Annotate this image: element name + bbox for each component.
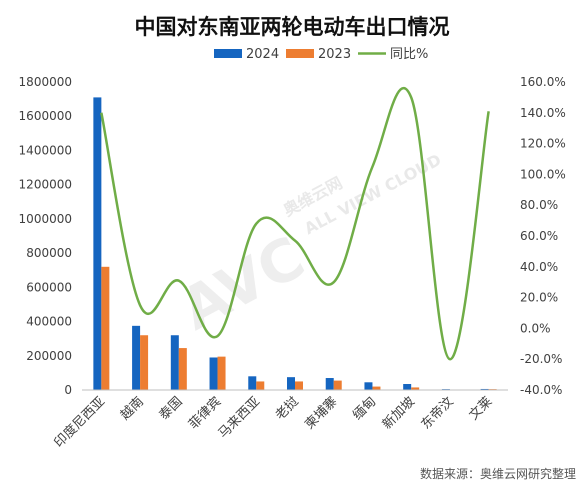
category-label: 新加坡 bbox=[379, 394, 418, 433]
right-tick-label: 140.0% bbox=[520, 106, 566, 120]
bar-2024 bbox=[287, 377, 295, 390]
legend: 2024 2023 同比% bbox=[214, 47, 428, 62]
left-tick-label: 800000 bbox=[26, 246, 72, 260]
category-label: 泰国 bbox=[157, 394, 186, 423]
left-tick-label: 400000 bbox=[26, 315, 72, 329]
left-tick-label: 1000000 bbox=[19, 212, 72, 226]
right-tick-label: -40.0% bbox=[520, 383, 562, 397]
right-tick-label: 100.0% bbox=[520, 167, 566, 181]
right-tick-label: 120.0% bbox=[520, 137, 566, 151]
bar-2024 bbox=[132, 326, 140, 390]
category-label: 印度尼西亚 bbox=[51, 394, 108, 451]
bar-2023 bbox=[179, 348, 187, 390]
legend-label: 2024 bbox=[246, 47, 279, 62]
legend-swatch-2024 bbox=[214, 49, 242, 58]
left-tick-label: 1200000 bbox=[19, 178, 72, 192]
right-tick-label: 0.0% bbox=[520, 321, 551, 335]
category-label: 老挝 bbox=[273, 394, 302, 423]
right-tick-label: 60.0% bbox=[520, 229, 558, 243]
bar-2024 bbox=[326, 378, 334, 390]
left-tick-label: 0 bbox=[64, 383, 72, 397]
bar-2023 bbox=[256, 381, 264, 390]
bar-2023 bbox=[218, 357, 226, 390]
left-tick-label: 200000 bbox=[26, 349, 72, 363]
category-labels: 印度尼西亚越南泰国菲律宾马来西亚老挝柬埔寨缅甸新加坡东帝汶文莱 bbox=[51, 394, 496, 451]
left-tick-label: 1600000 bbox=[19, 109, 72, 123]
left-tick-label: 600000 bbox=[26, 280, 72, 294]
legend-label: 2023 bbox=[318, 47, 351, 62]
yoy-line-layer bbox=[101, 88, 488, 359]
bar-2023 bbox=[295, 381, 303, 390]
bars bbox=[93, 97, 496, 390]
right-tick-label: 80.0% bbox=[520, 198, 558, 212]
watermark: AVC 奥维云网 ALL VIEW CLOUD bbox=[161, 127, 464, 343]
category-label: 东帝汶 bbox=[418, 394, 457, 433]
bar-2023 bbox=[334, 381, 342, 390]
category-label: 菲律宾 bbox=[185, 394, 224, 433]
category-label: 柬埔寨 bbox=[302, 394, 341, 433]
right-tick-label: 40.0% bbox=[520, 260, 558, 274]
bar-2024 bbox=[364, 382, 372, 390]
left-tick-label: 1800000 bbox=[19, 75, 72, 89]
right-tick-label: -20.0% bbox=[520, 352, 562, 366]
bar-2023 bbox=[101, 267, 109, 390]
bar-2023 bbox=[372, 387, 380, 390]
left-tick-label: 1400000 bbox=[19, 143, 72, 157]
legend-label: 同比% bbox=[390, 47, 428, 62]
right-axis: -40.0% -20.0% 0.0% 20.0% 40.0% 60.0% 80.0% 100.… bbox=[520, 75, 566, 397]
legend-swatch-2023 bbox=[286, 49, 314, 58]
bar-2024 bbox=[93, 97, 101, 390]
source-note: 数据来源：奥维云网研究整理 bbox=[420, 466, 576, 481]
bar-2024 bbox=[171, 335, 179, 390]
category-label: 马来西亚 bbox=[216, 394, 263, 441]
bar-2024 bbox=[210, 357, 218, 390]
bar-2023 bbox=[140, 335, 148, 390]
bar-2024 bbox=[403, 384, 411, 390]
category-label: 越南 bbox=[117, 394, 147, 424]
chart-title: 中国对东南亚两轮电动车出口情况 bbox=[135, 15, 450, 39]
category-label: 文莱 bbox=[466, 394, 495, 423]
left-axis: 0 200000 400000 600000 800000 1000000 1200000 1… bbox=[19, 75, 72, 397]
watermark-main: AVC bbox=[170, 223, 315, 343]
yoy-line bbox=[101, 88, 488, 359]
category-label: 缅甸 bbox=[350, 394, 379, 423]
right-tick-label: 160.0% bbox=[520, 75, 566, 89]
bar-2024 bbox=[248, 376, 256, 390]
right-tick-label: 20.0% bbox=[520, 291, 558, 305]
